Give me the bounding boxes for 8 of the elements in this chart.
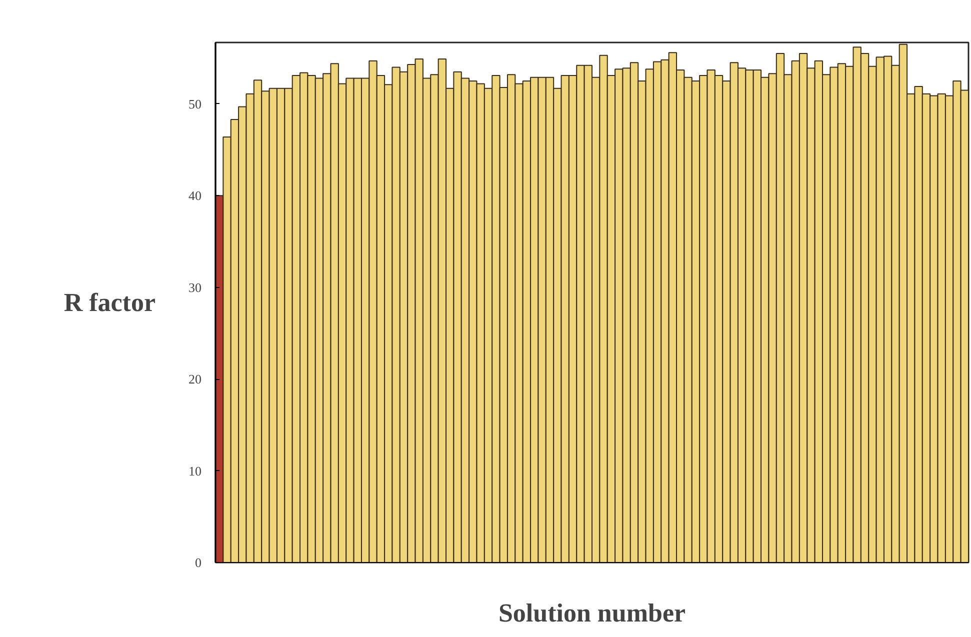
y-tick-label: 40 [188,188,202,204]
y-tick-label: 50 [188,96,202,112]
y-axis-title: R factor [64,288,156,317]
y-tick-label: 0 [195,555,202,570]
y-tick-label: 10 [188,463,202,478]
y-tick-label: 30 [188,280,202,295]
x-axis-title: Solution number [498,598,686,628]
y-tick-label: 20 [188,372,202,387]
